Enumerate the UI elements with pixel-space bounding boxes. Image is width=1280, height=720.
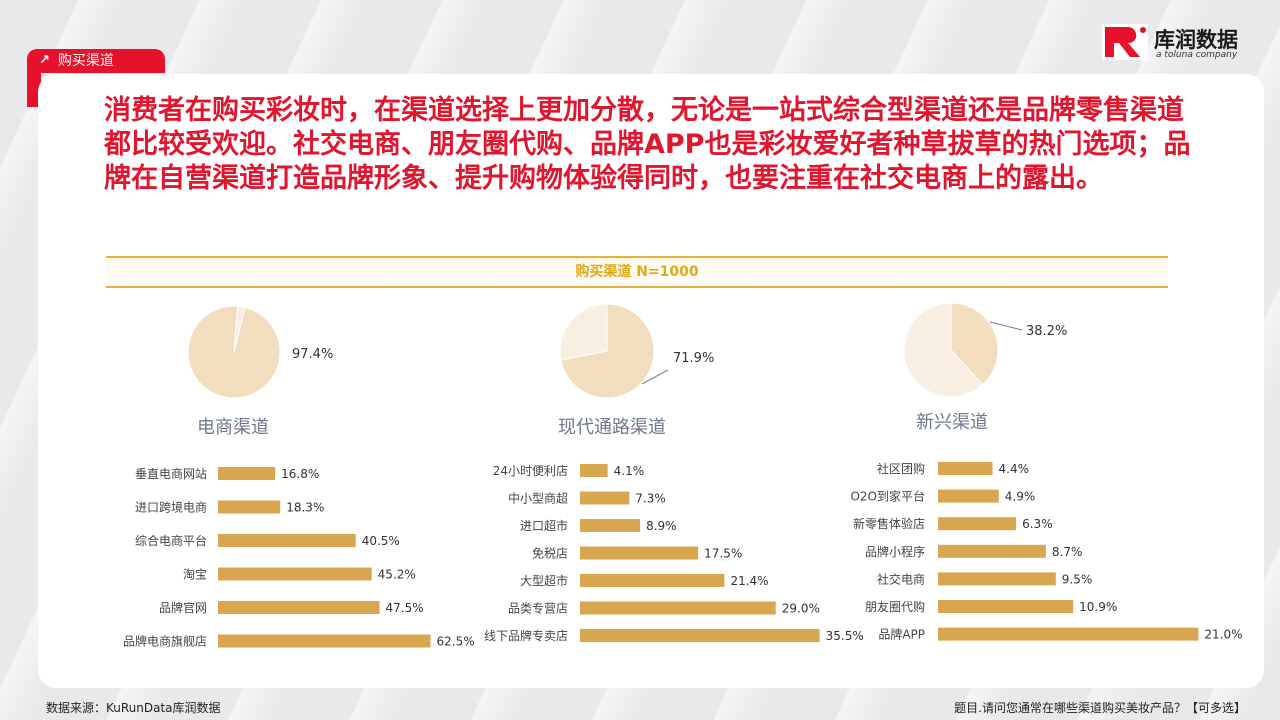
logo-english-text: a toluna company xyxy=(1156,50,1238,60)
bar-category-label: 进口跨境电商 xyxy=(135,500,207,515)
bar xyxy=(938,572,1056,586)
bar-value-label: 4.4% xyxy=(999,462,1030,476)
bar-value-label: 35.5% xyxy=(826,629,864,643)
bar-category-label: 进口超市 xyxy=(520,518,568,533)
bar xyxy=(938,627,1199,641)
bar xyxy=(218,567,372,581)
kr-logo-icon xyxy=(1102,24,1148,60)
bar-category-label: 线下品牌专卖店 xyxy=(484,628,568,643)
bar-category-label: 品牌小程序 xyxy=(865,544,925,559)
bar xyxy=(938,489,999,503)
bar-value-label: 10.9% xyxy=(1079,600,1117,614)
bar-value-label: 4.1% xyxy=(614,464,645,478)
company-logo: 库润数据 a toluna company xyxy=(1102,22,1252,64)
data-source: 数据来源：KuRunData库润数据 xyxy=(46,701,221,715)
bar-category-label: 综合电商平台 xyxy=(135,533,207,548)
pie-group-title: 新兴渠道 xyxy=(916,412,988,433)
bar-category-label: 垂直电商网站 xyxy=(135,466,207,481)
bar xyxy=(580,601,776,615)
pie-slice-rest xyxy=(559,303,608,361)
pie-leader-line xyxy=(641,369,669,385)
bar-category-label: 品牌官网 xyxy=(159,600,207,615)
bar-category-label: 新零售体验店 xyxy=(853,516,925,531)
survey-question: 题目.请问您通常在哪些渠道购买美妆产品？【可多选】 xyxy=(954,701,1246,715)
bar-value-label: 7.3% xyxy=(635,492,666,506)
bar-value-label: 16.8% xyxy=(281,467,319,481)
bar xyxy=(218,601,380,614)
bar xyxy=(938,517,1017,531)
bar-value-label: 47.5% xyxy=(386,601,424,615)
bar-category-label: 社区团购 xyxy=(877,461,925,476)
bar-category-label: 中小型商超 xyxy=(508,491,568,506)
bar-category-label: 品类专营店 xyxy=(508,601,568,616)
bar-category-label: 品牌APP xyxy=(878,628,925,642)
bar xyxy=(580,574,725,587)
bar-category-label: 大型超市 xyxy=(520,573,568,588)
bar xyxy=(580,464,608,477)
bar-value-label: 6.3% xyxy=(1022,517,1053,531)
bar xyxy=(938,600,1074,613)
bar-value-label: 21.0% xyxy=(1204,628,1242,642)
bar xyxy=(218,500,281,514)
section-tag-label: 购买渠道 xyxy=(57,53,114,69)
bar xyxy=(938,462,993,475)
bar-value-label: 29.0% xyxy=(782,602,820,616)
pie-group-title: 电商渠道 xyxy=(197,417,269,438)
pie-slice-main xyxy=(950,302,999,386)
bar-category-label: 免税店 xyxy=(532,546,568,561)
bar-category-label: 淘宝 xyxy=(183,568,207,582)
bar xyxy=(580,491,630,505)
bar-category-label: 社交电商 xyxy=(877,571,925,586)
bar xyxy=(938,544,1046,558)
bar xyxy=(218,634,431,648)
pie-value-label: 97.4% xyxy=(292,347,333,362)
bar-category-label: 品牌电商旗舰店 xyxy=(123,634,207,649)
bar xyxy=(580,519,641,532)
bar xyxy=(580,546,699,560)
section-tag: ↗ 购买渠道 xyxy=(27,49,165,73)
pie-value-label: 38.2% xyxy=(1026,324,1067,339)
bar-category-label: 24小时便利店 xyxy=(493,464,568,478)
bar-value-label: 40.5% xyxy=(362,534,400,548)
bar-category-label: 朋友圈代购 xyxy=(865,599,925,614)
pie-leader-line xyxy=(989,321,1023,331)
logo-chinese-text: 库润数据 xyxy=(1154,28,1238,52)
chart-band-title: 购买渠道 N=1000 xyxy=(106,256,1168,288)
section-tag-strip xyxy=(27,73,41,107)
pie-value-label: 71.9% xyxy=(673,351,714,366)
bar-value-label: 21.4% xyxy=(730,574,768,588)
pie-group-title: 现代通路渠道 xyxy=(558,417,666,438)
arrow-up-right-icon: ↗ xyxy=(39,53,50,68)
pie-slice-rest xyxy=(233,305,246,353)
bar-value-label: 4.9% xyxy=(1005,490,1036,504)
headline-text: 消费者在购买彩妆时，在渠道选择上更加分散，无论是一站式综合型渠道还是品牌零售渠道… xyxy=(104,95,1191,194)
bar-value-label: 8.9% xyxy=(646,519,677,533)
bar xyxy=(580,629,820,642)
bar-value-label: 8.7% xyxy=(1052,545,1083,559)
bar-value-label: 18.3% xyxy=(286,501,324,515)
bar-category-label: O2O到家平台 xyxy=(850,489,925,504)
bar-value-label: 45.2% xyxy=(378,568,416,582)
bar-value-label: 62.5% xyxy=(437,635,475,649)
bar xyxy=(218,467,276,480)
bar-value-label: 17.5% xyxy=(704,547,742,561)
pie-slice-rest xyxy=(903,302,984,398)
bar xyxy=(218,534,356,547)
bar-value-label: 9.5% xyxy=(1062,572,1093,586)
